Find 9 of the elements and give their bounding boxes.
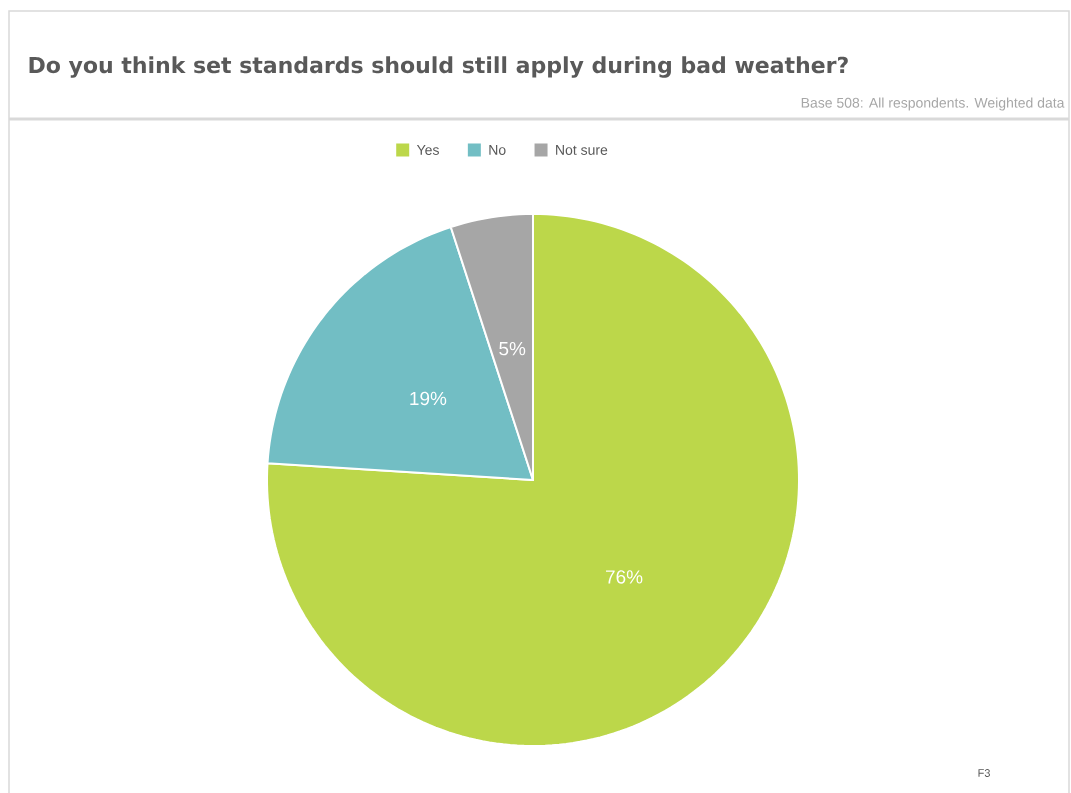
text: F3 (978, 769, 990, 777)
data-label: 76% (606, 570, 643, 584)
data-label: 19% (410, 391, 447, 406)
legend-label: Yes (416, 145, 439, 155)
legend-label: Not sure (556, 145, 608, 155)
chart-title: Do you think set standards should still apply during bad weather? (29, 56, 848, 78)
text: Base 508: All respondents. Weighted data (801, 97, 1065, 111)
data-label: 5% (499, 341, 526, 356)
legend-label: No (489, 145, 506, 155)
